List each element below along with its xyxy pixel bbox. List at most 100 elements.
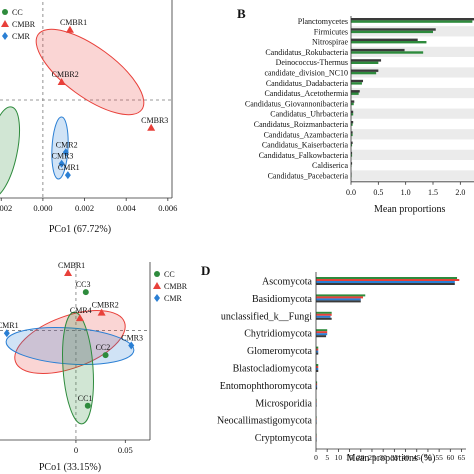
category-label: Candidatus_Dadabacteria [266, 79, 349, 88]
bar-firmicutes [351, 30, 433, 34]
ellipse-cmbr [14, 310, 126, 374]
legend-marker-cmbr [153, 282, 161, 289]
bar-ascomycota [316, 281, 455, 283]
category-label: Caldiserica [312, 161, 348, 170]
row-band [351, 67, 474, 78]
x-tick-label: 0.006 [158, 203, 177, 213]
bar-basidiomycota [316, 298, 361, 301]
x-tick-label: 10 [335, 453, 343, 462]
bar-basidiomycota [316, 300, 361, 303]
category-label: Candidatus_Azambacteria [264, 130, 349, 139]
x-tick-label: 0.004 [117, 203, 137, 213]
bar-candidate_division_nc10 [351, 71, 377, 75]
legend-label-cc: CC [12, 8, 23, 17]
bar-deinococcus-thermus [351, 61, 379, 64]
legend-label-cmbr: CMBR [164, 282, 188, 291]
category-label: Candidatus_Roizmanbacteria [254, 120, 349, 129]
bar-chytridiomycota [316, 333, 328, 336]
x-tick-label: 65 [458, 453, 466, 462]
bar-glomeromycota [316, 348, 319, 351]
point-label-cmbr2: CMBR2 [52, 70, 79, 79]
panel-a-pcoa: CMBR1CMBR2CMBR3CMR2CMR3CMR1CC2-0.0020.00… [0, 0, 177, 235]
point-cmbr3 [147, 123, 156, 131]
category-label: Deinococcus-Thermus [276, 58, 348, 67]
bar-candidate_division_nc10 [351, 69, 379, 72]
category-label: Candidatus_Giovannonibacteria [245, 99, 349, 108]
point-label-cc2: CC2 [96, 343, 111, 352]
x-tick-label: 0.000 [33, 203, 52, 213]
bar-candidatus_dadabacteria [351, 82, 362, 85]
bar-candidatus_roizmanbacteria [351, 123, 353, 126]
row-band [351, 98, 474, 109]
point-label-cc1: CC1 [78, 394, 93, 403]
row-band [351, 170, 474, 181]
bar-unclassified-k-fungi [316, 311, 332, 314]
bar-candidatus_rokubacteria [351, 51, 424, 54]
bar-entomophthoromycota [316, 387, 318, 390]
bar-unclassified-k-fungi [316, 315, 331, 318]
bar-chytridiomycota [316, 329, 328, 332]
point-cmr1 [64, 171, 71, 180]
point-cc3 [82, 289, 89, 296]
panel-d-bar-chart: Ascomycota Basidiomycota unclassified_k__F… [217, 272, 466, 464]
point-label-cmr4: CMR4 [70, 306, 92, 315]
row-band [351, 57, 474, 68]
category-label: Glomeromycota [247, 346, 313, 357]
panel-b-label: B [237, 6, 246, 21]
point-cc2 [102, 352, 109, 359]
bar-chytridiomycota [316, 335, 327, 338]
bar-deinococcus-thermus [351, 59, 382, 62]
panel-d-label: D [201, 263, 210, 278]
legend-marker-cc [2, 9, 8, 15]
category-label: unclassified_k__Fungi [221, 311, 312, 322]
point-label-cc3: CC3 [76, 280, 91, 289]
bar-candidatus_uhrbacteria [351, 113, 354, 116]
category-label: Planctomycetes [298, 17, 348, 26]
x-tick-label: -0.002 [0, 203, 12, 213]
category-label: Basidiomycota [252, 294, 313, 305]
x-tick-label: 0.05 [118, 445, 133, 455]
panel-b-bar-chart: PlanctomycetesFirmicutesNitrospiraeCandi… [245, 15, 474, 215]
point-cmr2 [62, 148, 69, 157]
point-label-cmr2: CMR2 [56, 140, 78, 149]
bar-nitrospirae [351, 38, 418, 41]
point-cc1 [84, 402, 91, 409]
category-label: Nitrospirae [312, 38, 348, 47]
bar-candidatus_azambacteria [351, 133, 353, 137]
x-tick-label: 0.002 [75, 203, 94, 213]
ellipse-cmbr [35, 28, 145, 116]
bar-blastocladiomycota [316, 366, 319, 368]
row-band [351, 149, 474, 161]
point-label-cmr3: CMR3 [52, 152, 74, 161]
bar-candidatus_falkowbacteria [351, 154, 353, 157]
x-axis-title: Mean proportions [374, 204, 445, 215]
bar-candidatus_azambacteria [351, 131, 353, 134]
x-tick-label: 1.0 [401, 188, 411, 197]
x-tick-label: 20 [357, 453, 365, 462]
x-tick-label: 40 [402, 453, 410, 462]
bar-candidatus_rokubacteria [351, 48, 405, 52]
x-tick-label: 0 [314, 453, 318, 462]
bar-firmicutes [351, 28, 436, 31]
category-label: candidate_division_NC10 [264, 69, 348, 78]
ellipse-cc [0, 106, 21, 198]
x-tick-label: 5 [325, 453, 329, 462]
point-cmbr1 [65, 25, 74, 33]
point-cmbr2 [97, 308, 106, 316]
bar-blastocladiomycota [316, 364, 319, 366]
bar-planctomycetes [351, 20, 473, 23]
category-label: Candidatus_Kaiserbacteria [262, 141, 349, 150]
category-label: Candidatus_Pacebacteria [268, 172, 349, 181]
category-label: Candidatus_Rokubacteria [265, 48, 348, 57]
legend-marker-cmr [154, 294, 160, 302]
x-tick-label: 0.0 [346, 188, 356, 197]
point-cmr3 [128, 341, 135, 350]
row-band [351, 160, 474, 171]
bar-chytridiomycota [316, 331, 328, 334]
point-label-cmbr1: CMBR1 [58, 261, 85, 270]
category-label: Entomophthoromycota [220, 381, 313, 392]
bar-candidatus_uhrbacteria [351, 110, 354, 114]
bar-unclassified-k-fungi [316, 317, 332, 320]
point-label-cmr1: CMR1 [0, 321, 19, 330]
